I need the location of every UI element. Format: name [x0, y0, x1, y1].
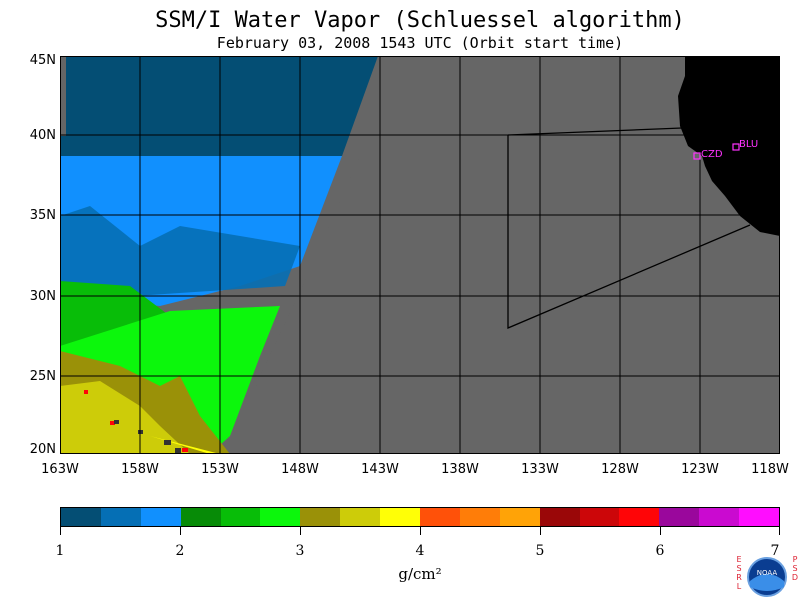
- colorbar-tick-label: 6: [655, 543, 665, 559]
- colorbar-tick: [540, 527, 541, 535]
- colorbar-tick-label: 3: [295, 543, 305, 559]
- station-czd-label: CZD: [701, 149, 723, 160]
- colorbar-tick-label: 2: [175, 543, 185, 559]
- lon-label-133w: 133W: [521, 462, 559, 477]
- lon-label-143w: 143W: [361, 462, 399, 477]
- lat-label-25n: 25N: [29, 369, 56, 384]
- station-czd-marker: [693, 152, 701, 160]
- colorbar-swatch: [300, 508, 341, 526]
- lat-label-40n: 40N: [29, 128, 56, 143]
- colorbar-units: g/cm²: [398, 565, 442, 583]
- page-subtitle: February 03, 2008 1543 UTC (Orbit start …: [216, 34, 624, 52]
- colorbar-tick-label: 5: [535, 543, 545, 559]
- colorbar-tick: [660, 527, 661, 535]
- colorbar-swatch: [619, 508, 660, 526]
- colorbar-swatch: [100, 508, 141, 526]
- colorbar-swatch: [459, 508, 500, 526]
- colorbar-swatch: [61, 508, 101, 526]
- colorbar-tick: [300, 527, 301, 535]
- colorbar-swatch: [220, 508, 261, 526]
- colorbar-swatch: [340, 508, 381, 526]
- lon-label-128w: 128W: [601, 462, 639, 477]
- colorbar-swatch: [499, 508, 540, 526]
- colorbar-tick: [779, 527, 780, 535]
- graticule: [60, 56, 780, 454]
- lon-label-123w: 123W: [681, 462, 719, 477]
- lon-label-158w: 158W: [121, 462, 159, 477]
- colorbar: [60, 507, 780, 527]
- noaa-emblem: NOAA: [747, 557, 787, 597]
- colorbar-tick: [420, 527, 421, 535]
- colorbar-tick-label: 7: [770, 543, 780, 559]
- page-title: SSM/I Water Vapor (Schluessel algorithm): [155, 8, 685, 33]
- colorbar-swatch: [659, 508, 700, 526]
- lat-label-20n: 20N: [29, 442, 56, 457]
- lat-label-30n: 30N: [29, 289, 56, 304]
- colorbar-swatch: [260, 508, 301, 526]
- colorbar-tick: [180, 527, 181, 535]
- colorbar-swatch: [140, 508, 181, 526]
- colorbar-swatch: [380, 508, 421, 526]
- station-markers: CZD BLU: [693, 139, 758, 160]
- colorbar-swatch: [420, 508, 460, 526]
- colorbar-swatch: [739, 508, 780, 526]
- station-blu-label: BLU: [739, 139, 758, 150]
- station-blu-marker: [732, 143, 740, 151]
- lat-label-35n: 35N: [29, 208, 56, 223]
- flight-track: [507, 127, 751, 329]
- colorbar-tick-label: 1: [55, 543, 65, 559]
- swath-data: [60, 56, 780, 454]
- colorbar-swatch: [539, 508, 580, 526]
- lon-label-118w: 118W: [751, 462, 789, 477]
- colorbar-tick-label: 4: [415, 543, 425, 559]
- lon-label-153w: 153W: [201, 462, 239, 477]
- logo-center-text: NOAA: [757, 569, 778, 577]
- colorbar-swatch: [579, 508, 620, 526]
- lon-label-148w: 148W: [281, 462, 319, 477]
- colorbar-swatch: [699, 508, 740, 526]
- lon-label-163w: 163W: [41, 462, 79, 477]
- lon-label-138w: 138W: [441, 462, 479, 477]
- colorbar-tick: [60, 527, 61, 535]
- map-canvas: CZD BLU: [60, 56, 780, 454]
- water-vapor-map: CZD BLU: [60, 56, 780, 454]
- land-mass: [678, 56, 780, 236]
- colorbar-swatch: [180, 508, 221, 526]
- lat-label-45n: 45N: [29, 53, 56, 68]
